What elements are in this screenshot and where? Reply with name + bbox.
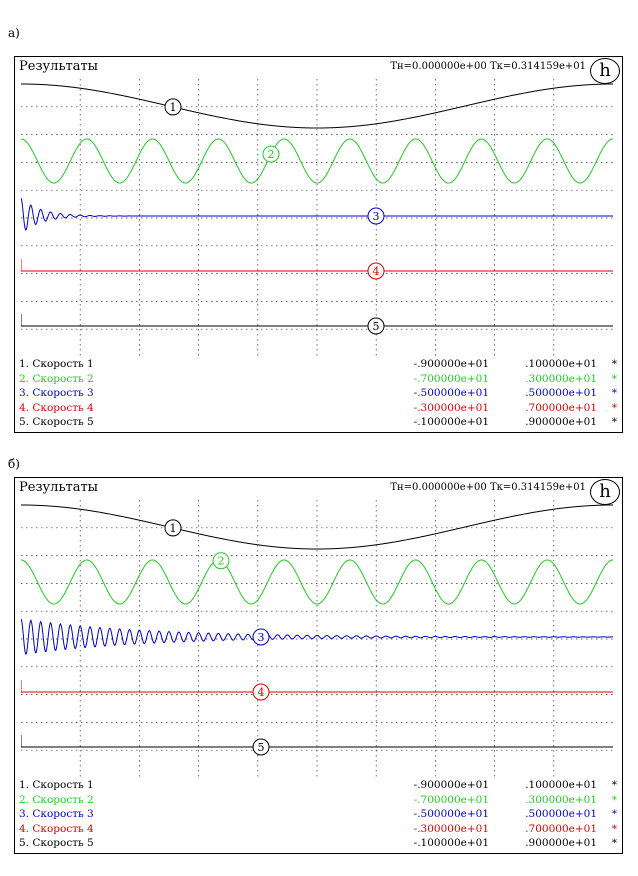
- series-marker-label: 4: [373, 265, 380, 278]
- legend-row: 3. Скорость 3 -.500000е+01 .500000е+01 *: [19, 808, 619, 823]
- series-marker-1: 1: [164, 98, 182, 116]
- series-line-4: [21, 680, 613, 693]
- legend-min: -.900000е+01: [413, 779, 489, 791]
- legend-star: *: [611, 822, 617, 835]
- help-glyph: h: [599, 481, 611, 502]
- legend-name: 5. Скорость 5: [19, 416, 94, 428]
- series-marker-label: 5: [373, 320, 380, 333]
- legend-max: .300000е+01: [525, 793, 597, 806]
- help-glyph: h: [599, 60, 611, 81]
- legend: 1. Скорость 1 -.900000е+01 .100000е+01 * 2.…: [19, 779, 619, 852]
- legend: 1. Скорость 1 -.900000е+01 .100000е+01 * 2.…: [19, 358, 619, 431]
- legend-star: *: [611, 416, 617, 428]
- series-marker-label: 3: [373, 210, 380, 223]
- legend-star: *: [611, 387, 617, 399]
- legend-row: 1. Скорость 1 -.900000е+01 .100000е+01 *: [19, 779, 619, 794]
- legend-name: 1. Скорость 1: [19, 358, 94, 370]
- series-line-5: [21, 314, 613, 327]
- legend-max: .900000е+01: [525, 416, 597, 428]
- legend-max: .500000е+01: [525, 387, 597, 399]
- series-line-5: [21, 735, 613, 748]
- legend-row: 4. Скорость 4 -.300000е+01 .700000е+01 *: [19, 823, 619, 838]
- legend-min: -.300000е+01: [413, 401, 489, 414]
- series-line-1: [21, 504, 613, 550]
- legend-min: -.900000е+01: [413, 358, 489, 370]
- series-line-4: [21, 259, 613, 272]
- panel-b-caption: б): [8, 457, 20, 471]
- legend-max: .500000е+01: [525, 808, 597, 820]
- series-marker-label: 3: [258, 631, 265, 644]
- legend-min: -.500000е+01: [413, 387, 489, 399]
- time-range-label: Тн=0.000000е+00 Тк=0.314159е+01: [390, 61, 586, 72]
- series-marker-label: 2: [268, 148, 275, 161]
- legend-name: 5. Скорость 5: [19, 837, 94, 849]
- time-range-label: Тн=0.000000е+00 Тк=0.314159е+01: [390, 482, 586, 493]
- legend-max: .100000е+01: [525, 358, 597, 370]
- legend-min: -.100000е+01: [413, 416, 489, 428]
- series-marker-1: 1: [164, 519, 182, 537]
- legend-star: *: [611, 808, 617, 820]
- series-marker-label: 1: [170, 522, 177, 535]
- legend-star: *: [611, 372, 617, 385]
- legend-row: 5. Скорость 5 -.100000е+01 .900000е+01 *: [19, 837, 619, 852]
- series-line-3: [21, 197, 613, 231]
- legend-row: 1. Скорость 1 -.900000е+01 .100000е+01 *: [19, 358, 619, 373]
- panel-title: Результаты: [19, 480, 98, 495]
- legend-max: .700000е+01: [525, 822, 597, 835]
- legend-min: -.300000е+01: [413, 822, 489, 835]
- series-marker-2: 2: [262, 145, 280, 163]
- legend-star: *: [611, 837, 617, 849]
- series-marker-3: 3: [367, 207, 385, 225]
- legend-max: .300000е+01: [525, 372, 597, 385]
- results-panel-b: Результаты Тн=0.000000е+00 Тк=0.314159е+…: [14, 477, 623, 854]
- panel-a-caption: а): [8, 26, 20, 40]
- series-marker-5: 5: [252, 738, 270, 756]
- series-marker-3: 3: [252, 628, 270, 646]
- series-line-2: [21, 559, 613, 605]
- legend-row: 3. Скорость 3 -.500000е+01 .500000е+01 *: [19, 387, 619, 402]
- results-panel-a: Результаты Тн=0.000000е+00 Тк=0.314159е+…: [14, 56, 623, 433]
- legend-row: 5. Скорость 5 -.100000е+01 .900000е+01 *: [19, 416, 619, 431]
- legend-row: 4. Скорость 4 -.300000е+01 .700000е+01 *: [19, 402, 619, 417]
- legend-max: .900000е+01: [525, 837, 597, 849]
- legend-star: *: [611, 401, 617, 414]
- legend-star: *: [611, 779, 617, 791]
- legend-name: 1. Скорость 1: [19, 779, 94, 791]
- legend-row: 2. Скорость 2 -.700000е+01 .300000е+01 *: [19, 794, 619, 809]
- legend-name: 4. Скорость 4: [19, 401, 94, 414]
- chart-plot-area: 1 2 3 4 5: [21, 79, 613, 357]
- legend-min: -.100000е+01: [413, 837, 489, 849]
- series-line-3: [21, 618, 613, 655]
- panel-title: Результаты: [19, 59, 98, 74]
- legend-min: -.700000е+01: [413, 793, 489, 806]
- legend-min: -.500000е+01: [413, 808, 489, 820]
- legend-min: -.700000е+01: [413, 372, 489, 385]
- series-marker-label: 2: [218, 555, 225, 568]
- help-h-icon[interactable]: h: [590, 479, 620, 505]
- help-h-icon[interactable]: h: [590, 58, 620, 84]
- legend-name: 2. Скорость 2: [19, 372, 94, 385]
- legend-max: .700000е+01: [525, 401, 597, 414]
- legend-name: 2. Скорость 2: [19, 793, 94, 806]
- series-marker-4: 4: [252, 683, 270, 701]
- series-marker-label: 1: [170, 101, 177, 114]
- series-marker-5: 5: [367, 317, 385, 335]
- legend-name: 4. Скорость 4: [19, 822, 94, 835]
- legend-row: 2. Скорость 2 -.700000е+01 .300000е+01 *: [19, 373, 619, 388]
- series-marker-4: 4: [367, 262, 385, 280]
- legend-star: *: [611, 358, 617, 370]
- series-line-2: [21, 138, 613, 184]
- chart-plot-area: 1 2 3 4 5: [21, 500, 613, 778]
- legend-max: .100000е+01: [525, 779, 597, 791]
- legend-name: 3. Скорость 3: [19, 387, 94, 399]
- series-marker-2: 2: [212, 552, 230, 570]
- series-line-1: [21, 83, 613, 129]
- legend-star: *: [611, 793, 617, 806]
- series-marker-label: 5: [258, 741, 265, 754]
- legend-name: 3. Скорость 3: [19, 808, 94, 820]
- series-marker-label: 4: [258, 686, 265, 699]
